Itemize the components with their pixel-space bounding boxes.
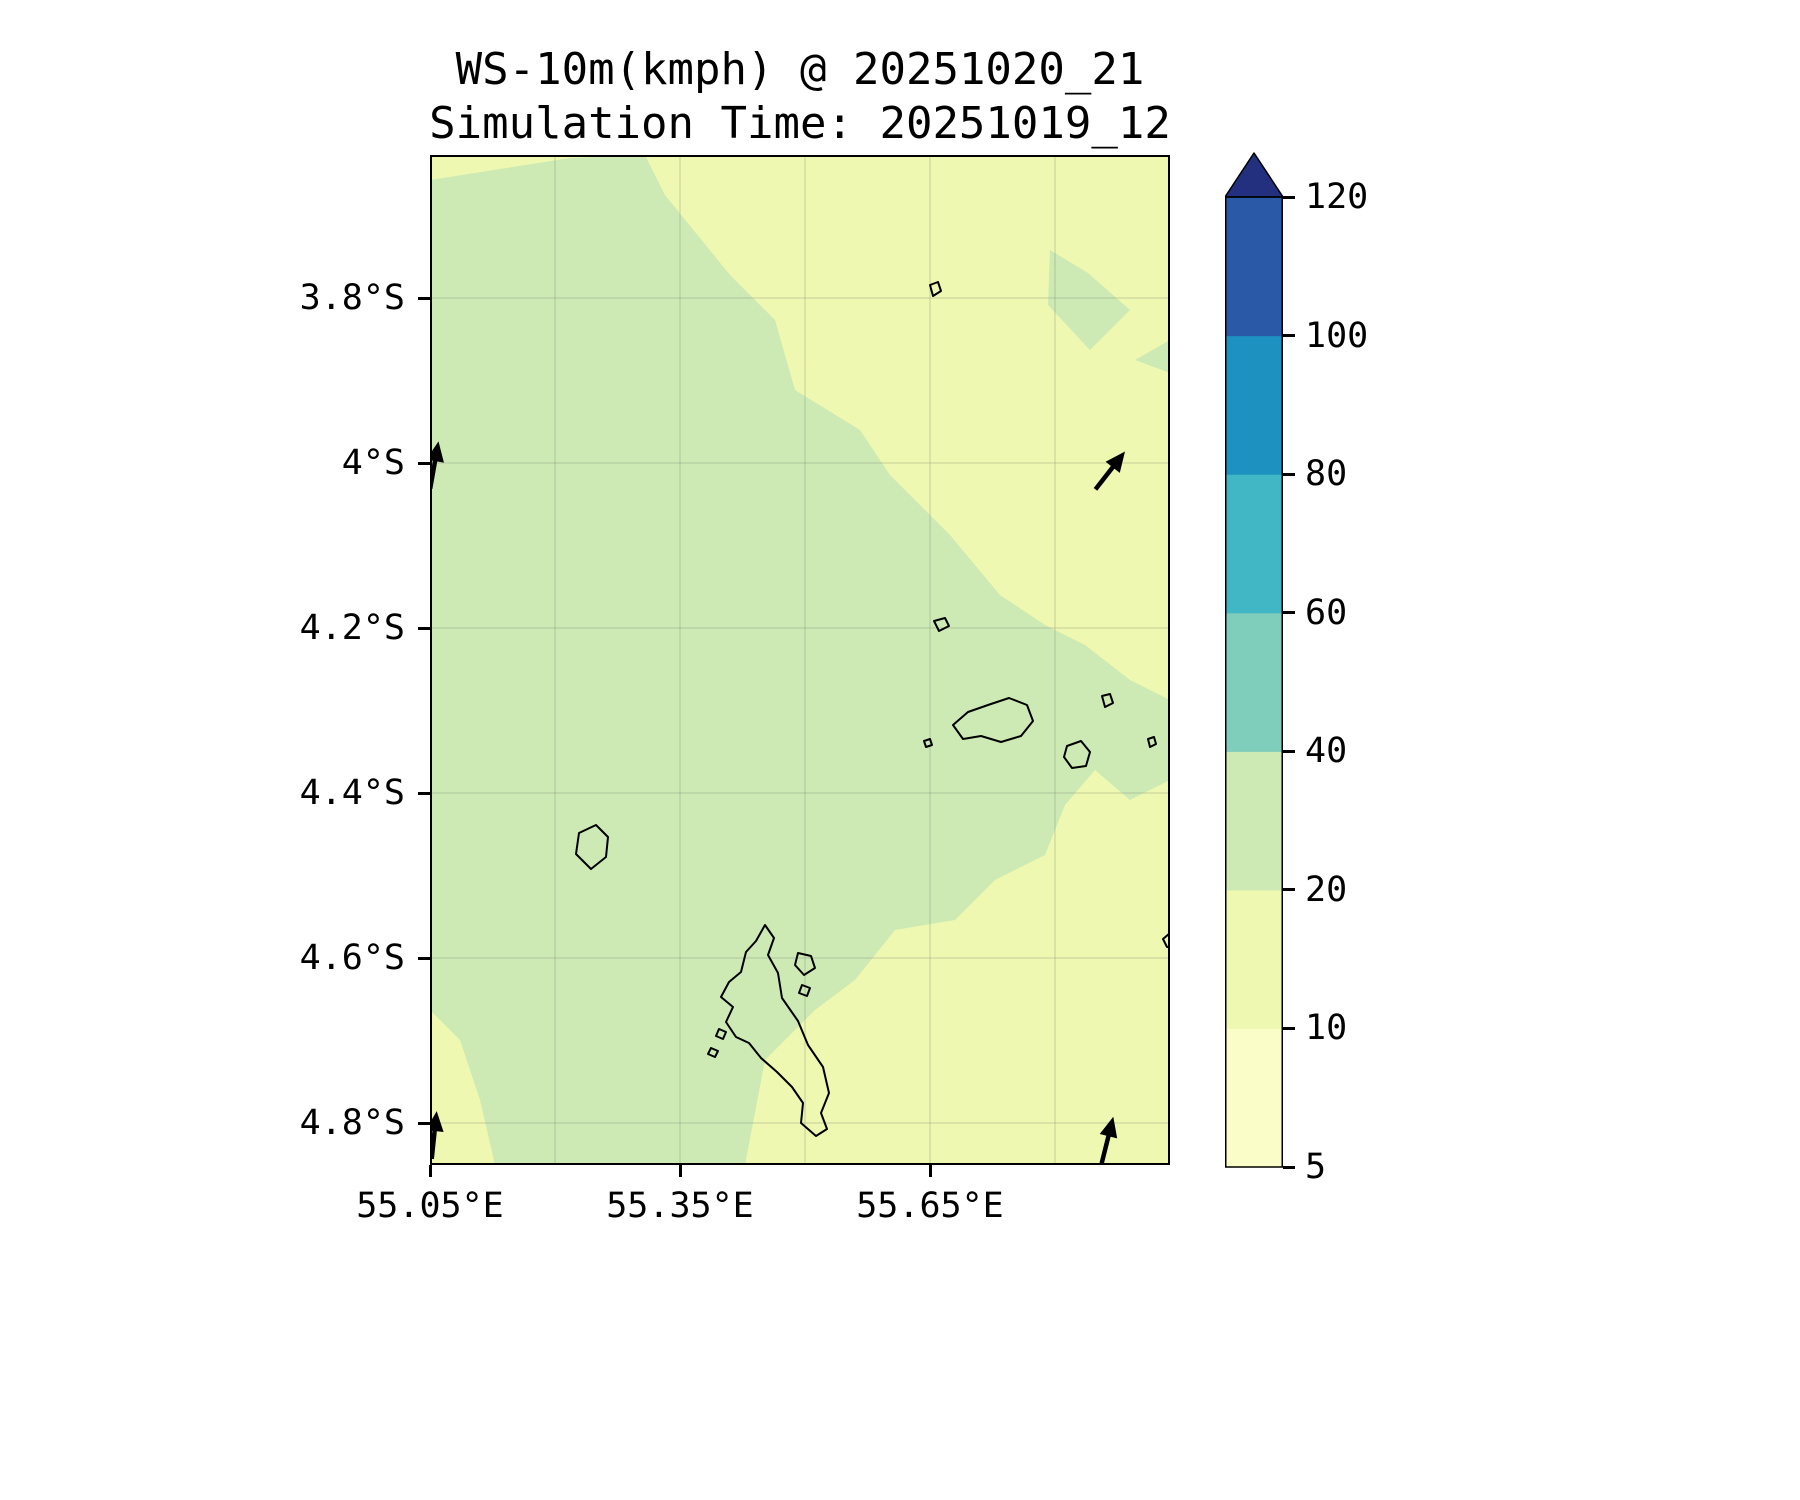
y-tick-label: 4.6°S: [299, 938, 405, 978]
colorbar-tick-mark: [1283, 888, 1295, 892]
colorbar-tick-mark: [1283, 472, 1295, 476]
y-tick-mark: [418, 957, 430, 960]
y-tick-mark: [418, 792, 430, 795]
wind-speed-map: [430, 155, 1170, 1165]
coastline-islet-right-edge: [1162, 932, 1170, 948]
y-tick-mark: [418, 297, 430, 300]
coastline-islet-north: [929, 281, 942, 297]
x-tick-label: 55.35°E: [606, 1186, 754, 1226]
colorbar-tick-mark: [1283, 611, 1295, 615]
colorbar-tick-label: 5: [1305, 1147, 1327, 1187]
y-tick-label: 4°S: [341, 443, 405, 483]
coastline-islet-east-of-mahe: [798, 984, 811, 997]
colorbar-tick-label: 100: [1305, 315, 1369, 356]
coastline-islet-west-of-praslin: [923, 738, 933, 748]
colorbar-tick-mark: [1283, 195, 1295, 199]
y-tick-mark: [418, 1122, 430, 1125]
colorbar-segment-5-10: [1225, 1028, 1283, 1168]
x-tick-mark: [679, 1165, 682, 1177]
colorbar-tick-label: 80: [1305, 454, 1348, 495]
coastline-islet-southwest-of-mahe: [707, 1047, 719, 1058]
x-tick-mark: [929, 1165, 932, 1177]
wind-arrow-shaft: [1099, 1133, 1112, 1164]
coastline-islet-east-2: [1147, 736, 1157, 748]
coastline-islet-west-of-mahe: [715, 1028, 727, 1040]
coastline-islet-east-1: [1101, 693, 1114, 708]
coastline-mahe: [720, 924, 830, 1137]
y-tick-label: 4.4°S: [299, 773, 405, 813]
y-tick-mark: [418, 627, 430, 630]
chart-title: WS-10m(kmph) @ 20251020_21: [455, 44, 1145, 95]
wind-arrow-shaft: [430, 1128, 438, 1160]
wind-band-20-40-northeast-patch: [1048, 250, 1130, 350]
plot-border: [430, 155, 1170, 1165]
colorbar-tick-mark: [1283, 1165, 1295, 1169]
colorbar-tick-label: 40: [1305, 731, 1348, 772]
wind-band-20-40-right-edge: [1135, 340, 1170, 373]
x-tick-mark: [429, 1165, 432, 1177]
colorbar-over-arrow: [1225, 152, 1283, 198]
y-tick-label: 4.2°S: [299, 608, 405, 648]
y-tick-mark: [418, 462, 430, 465]
coastline-curieuse: [933, 617, 950, 632]
chart-subtitle: Simulation Time: 20251019_12: [429, 98, 1171, 149]
colorbar-tick-mark: [1283, 1026, 1295, 1030]
colorbar-segment-40-60: [1225, 612, 1283, 752]
colorbar-segment-10-20: [1225, 889, 1283, 1030]
colorbar-segment-100-120: [1225, 197, 1283, 337]
coastline-la-digue: [1063, 740, 1091, 769]
colorbar-tick-label: 60: [1305, 592, 1348, 633]
wind-arrow-head: [1099, 1116, 1118, 1139]
wind-band-20-40-main: [430, 155, 1170, 1165]
wind-arrow-shaft: [1093, 464, 1116, 491]
colorbar-border: [1225, 196, 1283, 1168]
colorbar: [1225, 152, 1283, 1168]
colorbar-tick-mark: [1283, 334, 1295, 338]
colorbar-segment-20-40: [1225, 751, 1283, 891]
coastline-silhouette: [575, 824, 609, 870]
colorbar-tick-mark: [1283, 749, 1295, 753]
coastline-ste-anne: [794, 952, 816, 976]
x-tick-label: 55.65°E: [856, 1186, 1004, 1226]
colorbar-tick-label: 20: [1305, 869, 1348, 910]
wind-arrow-head: [1105, 451, 1126, 473]
y-tick-label: 3.8°S: [299, 278, 405, 318]
colorbar-tick-label: 120: [1305, 177, 1369, 217]
y-tick-label: 4.8°S: [299, 1103, 405, 1143]
colorbar-segment-60-80: [1225, 474, 1283, 614]
wind-arrow: [1093, 451, 1126, 491]
x-tick-label: 55.05°E: [356, 1186, 504, 1226]
coastline-praslin: [952, 697, 1034, 743]
colorbar-tick-label: 10: [1305, 1008, 1348, 1049]
colorbar-segment-80-100: [1225, 335, 1283, 475]
wind-arrow: [1099, 1116, 1118, 1164]
